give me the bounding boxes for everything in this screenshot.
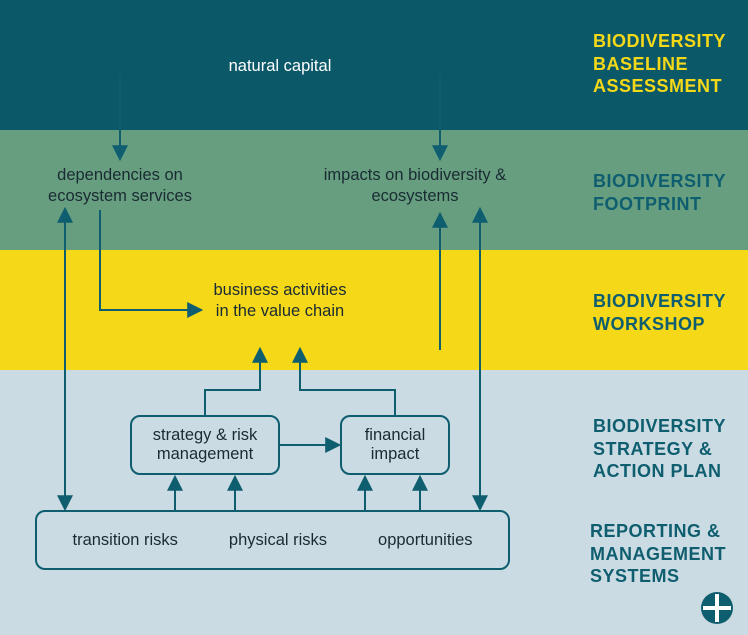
headline-footprint: BIODIVERSITYFOOTPRINT [593, 170, 726, 215]
headline-workshop: BIODIVERSITYWORKSHOP [593, 290, 726, 335]
band-workshop: BIODIVERSITYWORKSHOP [0, 250, 748, 370]
node-risks-opportunities: transition risks physical risks opportun… [35, 510, 510, 570]
node-transition: transition risks [72, 531, 177, 550]
brand-logo-icon [700, 591, 734, 625]
node-financial-label: financial impact [342, 426, 448, 464]
node-strategy: strategy & risk management [130, 415, 280, 475]
diagram-stage: BIODIVERSITYBASELINEASSESSMENT BIODIVERS… [0, 0, 748, 635]
node-financial: financial impact [340, 415, 450, 475]
band-strategy-reporting [0, 370, 748, 635]
band-baseline: BIODIVERSITYBASELINEASSESSMENT [0, 0, 748, 130]
node-natural-capital: natural capital [210, 56, 350, 77]
node-strategy-label: strategy & risk management [132, 426, 278, 464]
headline-reporting: REPORTING &MANAGEMENTSYSTEMS [590, 520, 726, 588]
node-dependencies: dependencies on ecosystem services [30, 165, 210, 206]
node-business: business activities in the value chain [210, 280, 350, 321]
headline-strategy: BIODIVERSITYSTRATEGY &ACTION PLAN [593, 415, 726, 483]
node-physical: physical risks [229, 531, 327, 550]
node-impacts: impacts on biodiversity & ecosystems [310, 165, 520, 206]
headline-baseline: BIODIVERSITYBASELINEASSESSMENT [593, 30, 726, 98]
node-opportunities: opportunities [378, 531, 472, 550]
